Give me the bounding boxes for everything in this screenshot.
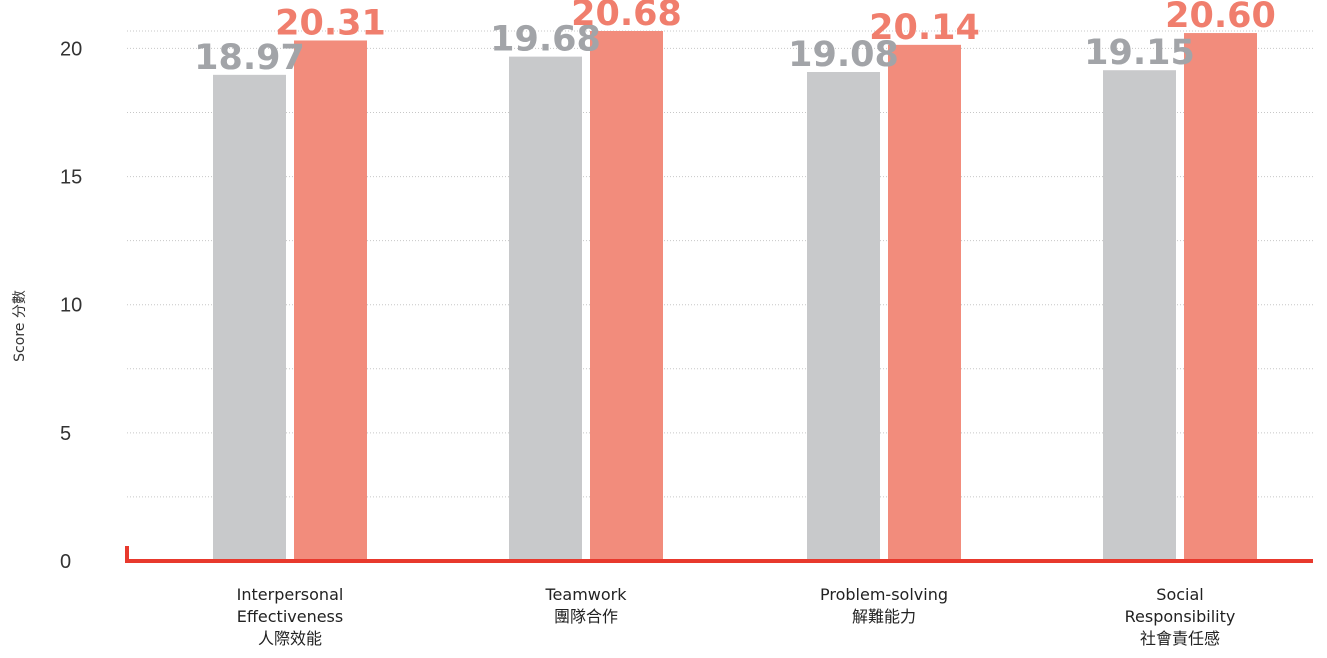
data-label: 20.14: [869, 8, 980, 48]
category-label: Social Responsibility 社會責任感: [1125, 585, 1236, 648]
data-label: 18.97: [194, 38, 305, 78]
bar: [590, 31, 663, 561]
data-label: 19.08: [788, 35, 899, 75]
category-label: Interpersonal Effectiveness 人際效能: [237, 585, 344, 648]
bar: [1184, 33, 1257, 561]
y-tick-label: 5: [60, 423, 71, 445]
y-tick-label: 0: [60, 551, 71, 573]
bar: [509, 56, 582, 561]
y-axis-label: Score 分數: [12, 290, 28, 362]
bar: [888, 44, 961, 561]
bar: [213, 74, 286, 561]
data-label: 20.31: [275, 3, 386, 43]
data-label: 19.68: [490, 20, 601, 60]
y-tick-label: 10: [60, 295, 82, 317]
category-labels: Interpersonal Effectiveness 人際效能 Teamwork 團隊…: [237, 585, 1236, 648]
bar: [807, 72, 880, 562]
y-tick-label: 20: [60, 38, 82, 60]
x-axis: [125, 546, 1313, 563]
data-label: 20.60: [1165, 0, 1276, 36]
category-label: Problem-solving 解難能力: [820, 585, 948, 626]
data-label: 19.15: [1084, 33, 1195, 73]
y-axis: 0 5 10 15 20: [60, 38, 82, 573]
bar: [1103, 70, 1176, 562]
y-tick-label: 15: [60, 167, 82, 189]
bar: [294, 40, 367, 561]
bars: [213, 31, 1257, 562]
category-label: Teamwork 團隊合作: [544, 585, 627, 626]
data-label: 20.68: [571, 0, 682, 34]
